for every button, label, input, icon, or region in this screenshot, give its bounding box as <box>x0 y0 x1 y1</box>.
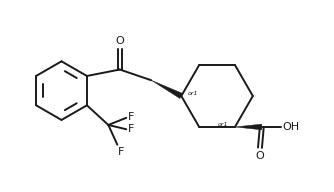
Text: F: F <box>128 124 134 134</box>
Polygon shape <box>151 80 183 98</box>
Text: O: O <box>116 36 124 46</box>
Text: F: F <box>128 112 134 122</box>
Text: O: O <box>256 151 265 161</box>
Text: or1: or1 <box>188 91 198 96</box>
Text: or1: or1 <box>218 122 228 127</box>
Polygon shape <box>235 124 262 130</box>
Text: OH: OH <box>283 122 300 132</box>
Text: F: F <box>118 147 125 157</box>
